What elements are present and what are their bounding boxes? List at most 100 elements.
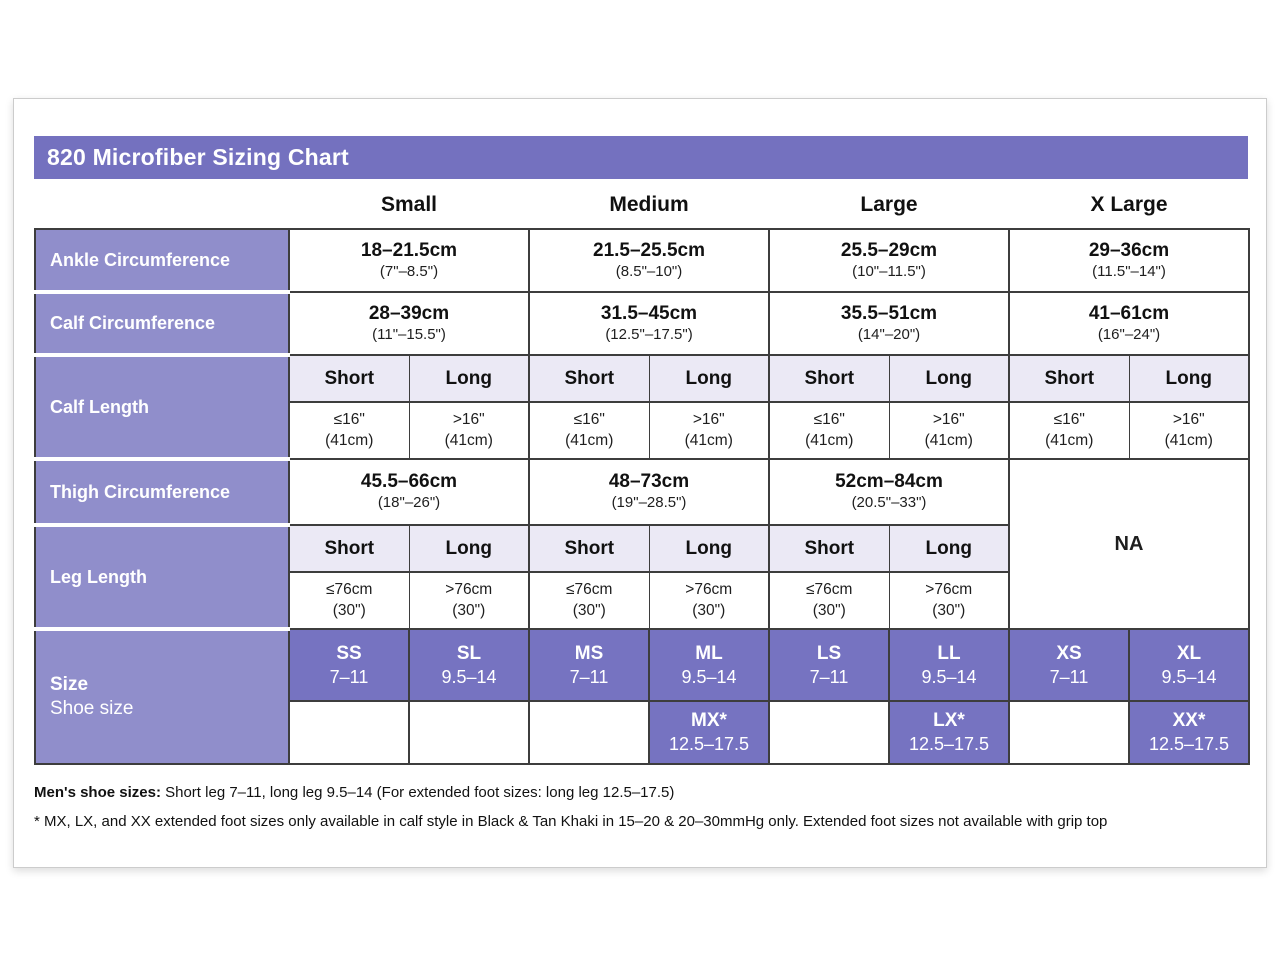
size-ext-blank xyxy=(408,700,530,765)
calf-length-value-line2: (41cm) xyxy=(444,431,493,449)
ankle-small-inch: (7"–8.5") xyxy=(379,262,439,280)
leg-length-value-line2: (30") xyxy=(332,601,366,619)
size-cell-ml: ML 9.5–14 xyxy=(648,628,770,702)
leg-length-value-line2: (30") xyxy=(452,601,486,619)
size-range: 7–11 xyxy=(569,666,609,687)
size-cell-ss: SS 7–11 xyxy=(288,628,410,702)
sizing-chart-card: 820 Microfiber Sizing Chart Small Medium… xyxy=(13,98,1267,868)
size-range: 12.5–17.5 xyxy=(668,734,750,755)
size-code: XL xyxy=(1176,642,1202,664)
calfcirc-xlarge-cm: 41–61cm xyxy=(1088,302,1170,324)
calf-length-large-short-header: Short xyxy=(768,354,890,403)
size-range: 12.5–17.5 xyxy=(1148,734,1230,755)
calf-length-value-line2: (41cm) xyxy=(924,431,973,449)
ankle-medium-cell: 21.5–25.5cm (8.5"–10") xyxy=(528,228,770,293)
ankle-medium-cm: 21.5–25.5cm xyxy=(593,239,705,261)
calfcirc-medium-inch: (12.5"–17.5") xyxy=(605,325,693,343)
calf-length-small-long-header: Long xyxy=(408,354,530,403)
chart-title: 820 Microfiber Sizing Chart xyxy=(47,144,349,170)
calfcirc-small-cell: 28–39cm (11"–15.5") xyxy=(288,291,530,356)
leg-length-value-line2: (30") xyxy=(572,601,606,619)
size-range: 12.5–17.5 xyxy=(908,734,990,755)
leg-length-small-long-value: >76cm (30") xyxy=(408,571,530,630)
size-range: 7–11 xyxy=(1049,666,1089,687)
corner-cell xyxy=(35,179,289,229)
ankle-medium-inch: (8.5"–10") xyxy=(615,262,683,280)
calf-length-subheader-row: Calf Length Short Long Short Long Short … xyxy=(34,353,1250,459)
calf-length-value-line2: (41cm) xyxy=(565,431,614,449)
ankle-large-inch: (10"–11.5") xyxy=(852,262,926,280)
sizing-table: Small Medium Large X Large Ankle Circumf… xyxy=(34,179,1250,765)
calf-length-small-short-value: ≤16" (41cm) xyxy=(288,401,410,460)
size-row-1: Size Shoe size SS 7–11 SL 9.5–14 MS 7–11… xyxy=(34,627,1250,765)
row-label-calf-circumference: Calf Circumference xyxy=(34,290,290,355)
size-code: XS xyxy=(1056,642,1082,664)
ankle-small-cm: 18–21.5cm xyxy=(360,239,458,261)
thigh-small-cell: 45.5–66cm (18"–26") xyxy=(288,458,530,526)
calfcirc-large-cm: 35.5–51cm xyxy=(840,302,938,324)
thigh-circumference-row: Thigh Circumference 45.5–66cm (18"–26") … xyxy=(34,457,1250,630)
size-code: ML xyxy=(695,642,723,664)
footnote-extended-sizes: * MX, LX, and XX extended foot sizes onl… xyxy=(34,812,1108,830)
row-label-leg-length: Leg Length xyxy=(34,523,290,629)
calfcirc-large-cell: 35.5–51cm (14"–20") xyxy=(768,291,1010,356)
ankle-circumference-row: Ankle Circumference 18–21.5cm (7"–8.5") … xyxy=(34,228,1250,293)
row-label-size: Size Shoe size xyxy=(34,627,290,765)
column-header-medium: Medium xyxy=(529,179,769,229)
leg-length-value-line1: >76cm xyxy=(925,580,973,598)
size-cell-xl: XL 9.5–14 xyxy=(1128,628,1250,702)
calf-length-value-line1: >16" xyxy=(452,410,485,428)
leg-length-value-line1: >76cm xyxy=(685,580,733,598)
size-range: 7–11 xyxy=(809,666,849,687)
size-cell-mx: MX* 12.5–17.5 xyxy=(648,700,770,765)
size-cell-xx: XX* 12.5–17.5 xyxy=(1128,700,1250,765)
leg-length-medium-short-value: ≤76cm (30") xyxy=(528,571,650,630)
calf-length-value-line2: (41cm) xyxy=(325,431,374,449)
thigh-large-inch: (20.5"–33") xyxy=(851,494,927,512)
size-code: SL xyxy=(456,642,482,664)
thigh-large-cell: 52cm–84cm (20.5"–33") xyxy=(768,458,1010,526)
size-row-2: MX* 12.5–17.5 LX* 12.5–17.5 XX* 12.5–17.… xyxy=(35,700,1250,765)
size-code: MX* xyxy=(691,710,727,732)
footnote-rest: Short leg 7–11, long leg 9.5–14 (For ext… xyxy=(160,784,675,801)
leg-length-large-long-header: Long xyxy=(888,524,1010,573)
calf-length-value-line1: ≤16" xyxy=(1053,410,1085,428)
calf-length-value-line1: ≤16" xyxy=(573,410,605,428)
size-cell-ms: MS 7–11 xyxy=(528,628,650,702)
xlarge-na-cell: NA xyxy=(1008,458,1250,630)
calf-length-value-line2: (41cm) xyxy=(1164,431,1213,449)
calf-length-large-long-value: >16" (41cm) xyxy=(888,401,1010,460)
leg-length-small-short-header: Short xyxy=(288,524,410,573)
footnotes: Men's shoe sizes: Short leg 7–11, long l… xyxy=(34,779,1248,837)
calf-length-medium-short-header: Short xyxy=(528,354,650,403)
leg-length-value-line2: (30") xyxy=(812,601,846,619)
ankle-xlarge-inch: (11.5"–14") xyxy=(1092,262,1166,280)
thigh-large-cm: 52cm–84cm xyxy=(835,471,943,493)
size-ext-blank xyxy=(528,700,650,765)
calfcirc-medium-cm: 31.5–45cm xyxy=(600,302,698,324)
size-ext-blank xyxy=(768,700,890,765)
size-label: Size xyxy=(50,674,89,695)
calf-length-small-short-header: Short xyxy=(288,354,410,403)
leg-length-medium-short-header: Short xyxy=(528,524,650,573)
leg-length-large-short-header: Short xyxy=(768,524,890,573)
column-header-row: Small Medium Large X Large xyxy=(35,179,1249,229)
calf-length-xlarge-long-header: Long xyxy=(1128,354,1250,403)
leg-length-subheader-row: Leg Length Short Long Short Long Short L… xyxy=(34,523,1249,629)
size-code: SS xyxy=(336,642,362,664)
size-cell-xs: XS 7–11 xyxy=(1008,628,1130,702)
calfcirc-xlarge-cell: 41–61cm (16"–24") xyxy=(1008,291,1250,356)
leg-length-values-row: ≤76cm (30") >76cm (30") ≤76cm (30") >76c… xyxy=(35,571,1249,630)
calf-length-value-line1: ≤16" xyxy=(333,410,365,428)
calfcirc-small-inch: (11"–15.5") xyxy=(372,325,446,343)
ankle-xlarge-cell: 29–36cm (11.5"–14") xyxy=(1008,228,1250,293)
calf-length-value-line1: >16" xyxy=(692,410,725,428)
calf-length-value-line1: >16" xyxy=(932,410,965,428)
calfcirc-large-inch: (14"–20") xyxy=(857,325,921,343)
calf-length-value-line2: (41cm) xyxy=(1045,431,1094,449)
calfcirc-medium-cell: 31.5–45cm (12.5"–17.5") xyxy=(528,291,770,356)
thigh-small-inch: (18"–26") xyxy=(377,494,441,512)
size-ext-blank xyxy=(1008,700,1130,765)
size-code: XX* xyxy=(1172,710,1206,732)
size-cell-ls: LS 7–11 xyxy=(768,628,890,702)
